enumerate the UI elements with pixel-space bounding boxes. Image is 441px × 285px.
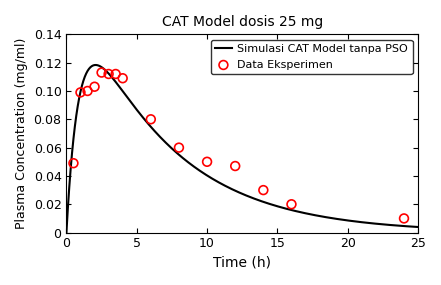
- Data Eksperimen: [105, 72, 112, 76]
- Data Eksperimen: [204, 160, 211, 164]
- X-axis label: Time (h): Time (h): [213, 256, 271, 270]
- Simulasi CAT Model tanpa PSO: [407, 225, 413, 228]
- Data Eksperimen: [91, 84, 98, 89]
- Data Eksperimen: [147, 117, 154, 122]
- Legend: Simulasi CAT Model tanpa PSO, Data Eksperimen: Simulasi CAT Model tanpa PSO, Data Ekspe…: [211, 40, 412, 74]
- Data Eksperimen: [77, 90, 84, 95]
- Data Eksperimen: [112, 72, 119, 76]
- Data Eksperimen: [232, 164, 239, 168]
- Simulasi CAT Model tanpa PSO: [93, 63, 98, 67]
- Data Eksperimen: [176, 145, 183, 150]
- Data Eksperimen: [400, 216, 407, 221]
- Y-axis label: Plasma Concentration (mg/ml): Plasma Concentration (mg/ml): [15, 38, 28, 229]
- Data Eksperimen: [119, 76, 126, 80]
- Data Eksperimen: [260, 188, 267, 192]
- Simulasi CAT Model tanpa PSO: [232, 188, 237, 192]
- Simulasi CAT Model tanpa PSO: [255, 198, 260, 201]
- Simulasi CAT Model tanpa PSO: [415, 225, 421, 229]
- Title: CAT Model dosis 25 mg: CAT Model dosis 25 mg: [161, 15, 323, 29]
- Simulasi CAT Model tanpa PSO: [353, 220, 358, 223]
- Simulasi CAT Model tanpa PSO: [274, 204, 279, 208]
- Simulasi CAT Model tanpa PSO: [234, 190, 239, 193]
- Data Eksperimen: [98, 70, 105, 75]
- Data Eksperimen: [84, 89, 91, 93]
- Data Eksperimen: [288, 202, 295, 207]
- Line: Simulasi CAT Model tanpa PSO: Simulasi CAT Model tanpa PSO: [67, 65, 418, 233]
- Simulasi CAT Model tanpa PSO: [64, 231, 69, 234]
- Data Eksperimen: [70, 161, 77, 166]
